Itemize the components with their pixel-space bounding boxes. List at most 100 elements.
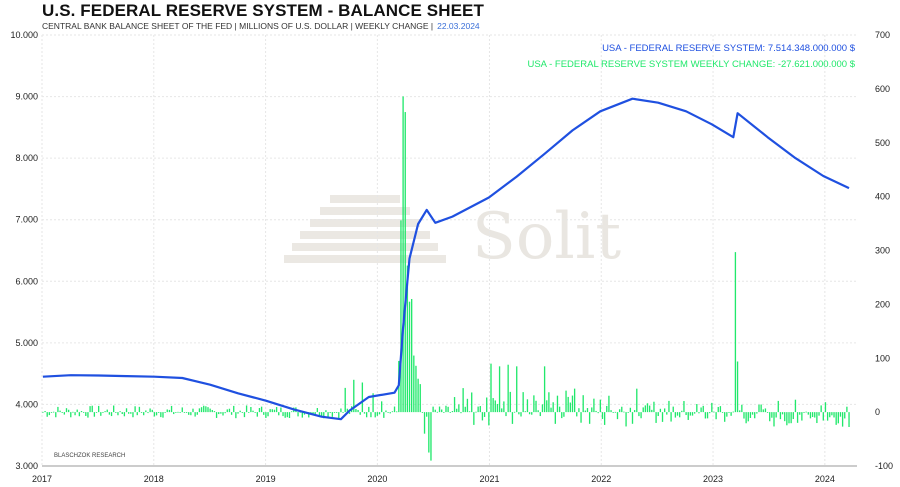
weekly-change-bar bbox=[331, 412, 334, 417]
y-right-tick-label: 700 bbox=[875, 30, 890, 40]
weekly-change-bar bbox=[689, 412, 692, 416]
weekly-change-bar bbox=[121, 412, 123, 414]
weekly-change-bar bbox=[807, 412, 809, 415]
weekly-change-bar bbox=[732, 411, 734, 413]
weekly-change-bar bbox=[657, 412, 659, 417]
weekly-change-bar bbox=[89, 406, 91, 413]
weekly-change-bar bbox=[297, 412, 299, 417]
weekly-change-bar bbox=[383, 412, 385, 418]
weekly-change-bar bbox=[85, 412, 87, 416]
weekly-change-bar bbox=[835, 412, 837, 425]
weekly-change-bar bbox=[713, 411, 715, 413]
weekly-change-bar bbox=[342, 412, 344, 413]
weekly-change-bar bbox=[522, 392, 524, 413]
weekly-change-bar bbox=[340, 408, 342, 413]
weekly-change-bar bbox=[393, 406, 396, 413]
y-left-tick-label: 7.000 bbox=[15, 215, 38, 225]
weekly-change-bar bbox=[170, 405, 173, 413]
weekly-change-bar bbox=[481, 412, 484, 421]
weekly-change-bar bbox=[359, 412, 361, 415]
weekly-change-bar bbox=[445, 405, 447, 413]
weekly-change-bar bbox=[593, 398, 595, 413]
weekly-change-bar bbox=[606, 405, 608, 413]
weekly-change-bar bbox=[458, 404, 460, 413]
weekly-change-bar bbox=[586, 408, 589, 413]
weekly-change-bar bbox=[207, 407, 209, 413]
weekly-change-bar bbox=[535, 400, 537, 413]
weekly-change-bar bbox=[252, 410, 254, 413]
weekly-change-bar bbox=[140, 412, 143, 413]
weekly-change-bar bbox=[282, 412, 284, 417]
weekly-change-bar bbox=[533, 395, 535, 413]
weekly-change-bar bbox=[599, 399, 602, 413]
weekly-change-bar bbox=[526, 399, 529, 413]
weekly-change-bar bbox=[415, 365, 417, 413]
weekly-change-bar bbox=[640, 412, 642, 419]
weekly-change-bar bbox=[423, 412, 426, 434]
weekly-change-bar bbox=[501, 408, 503, 413]
weekly-change-bar bbox=[113, 405, 115, 413]
weekly-change-bar bbox=[301, 412, 303, 418]
weekly-change-bar bbox=[151, 409, 153, 413]
weekly-change-bar bbox=[513, 411, 516, 413]
weekly-change-bar bbox=[721, 412, 724, 413]
weekly-change-bar bbox=[441, 409, 443, 413]
weekly-change-bar bbox=[683, 401, 685, 413]
weekly-change-bar bbox=[104, 411, 106, 413]
weekly-change-bar bbox=[226, 409, 228, 413]
weekly-change-bar bbox=[413, 355, 415, 413]
weekly-change-bar bbox=[275, 407, 278, 413]
weekly-change-bar bbox=[59, 410, 61, 413]
x-tick-label: 2023 bbox=[703, 474, 723, 484]
weekly-change-bar bbox=[438, 406, 441, 413]
weekly-change-bar bbox=[670, 412, 672, 422]
weekly-change-bar bbox=[642, 407, 644, 413]
weekly-change-bar bbox=[258, 408, 261, 413]
weekly-change-bar bbox=[786, 412, 788, 426]
weekly-change-bar bbox=[357, 410, 359, 413]
weekly-change-bar bbox=[816, 412, 818, 424]
watermark-logo-icon bbox=[284, 195, 446, 263]
weekly-change-bar bbox=[520, 412, 522, 417]
weekly-change-bar bbox=[719, 406, 722, 413]
weekly-change-bar bbox=[271, 409, 273, 413]
weekly-change-bar bbox=[773, 412, 775, 427]
weekly-change-bar bbox=[65, 408, 68, 413]
weekly-change-bar bbox=[655, 412, 657, 423]
weekly-change-bar bbox=[826, 412, 829, 421]
weekly-change-bar bbox=[498, 366, 501, 413]
weekly-change-bar bbox=[814, 412, 816, 418]
weekly-change-bar bbox=[67, 409, 70, 413]
weekly-change-bar bbox=[747, 412, 749, 422]
y-right-tick-label: 500 bbox=[875, 138, 890, 148]
weekly-change-bar bbox=[213, 411, 216, 413]
weekly-change-bar bbox=[254, 412, 256, 413]
weekly-change-bar bbox=[220, 412, 222, 414]
weekly-change-bar bbox=[76, 409, 78, 413]
weekly-change-bar bbox=[591, 407, 593, 413]
weekly-change-bar bbox=[278, 412, 280, 416]
weekly-change-bar bbox=[528, 412, 531, 415]
y-left-tick-label: 8.000 bbox=[15, 153, 38, 163]
weekly-change-bar bbox=[372, 393, 374, 413]
weekly-change-bar bbox=[125, 408, 128, 413]
weekly-change-bar bbox=[318, 412, 321, 417]
weekly-change-bar bbox=[447, 406, 449, 413]
weekly-change-bar bbox=[743, 412, 745, 419]
weekly-change-bar bbox=[831, 412, 833, 416]
weekly-change-bar bbox=[42, 411, 44, 413]
weekly-change-bar bbox=[691, 412, 694, 416]
weekly-change-bar bbox=[698, 412, 700, 414]
weekly-change-bar bbox=[614, 411, 617, 413]
weekly-change-bar bbox=[618, 409, 621, 413]
weekly-change-bar bbox=[820, 405, 822, 413]
weekly-change-bar bbox=[784, 412, 786, 422]
weekly-change-bar bbox=[323, 412, 325, 419]
weekly-change-bar bbox=[717, 406, 719, 413]
weekly-change-bar bbox=[93, 412, 96, 417]
y-axis-left: 3.000 4.000 5.000 6.000 7.000 8.000 9.000 10.00… bbox=[10, 30, 38, 471]
weekly-change-bar bbox=[110, 412, 113, 417]
weekly-change-bar bbox=[286, 412, 288, 418]
weekly-change-bar bbox=[100, 412, 102, 416]
weekly-change-bar bbox=[824, 402, 827, 413]
